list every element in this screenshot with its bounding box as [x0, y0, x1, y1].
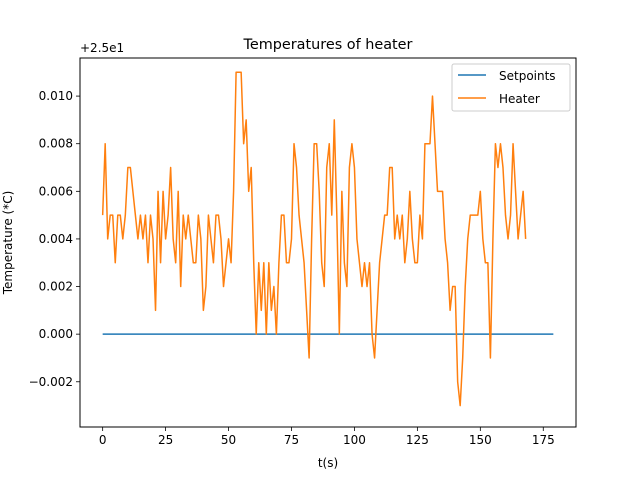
x-tick-label: 75	[284, 433, 299, 447]
x-axis: 0 25 50 75 100 125 150 175	[99, 427, 555, 447]
legend: Setpoints Heater	[451, 63, 571, 112]
y-tick-label: −0.002	[29, 375, 73, 389]
x-tick-label: 125	[406, 433, 429, 447]
series-line-heater	[101, 71, 527, 407]
y-tick-label: 0.000	[39, 327, 73, 341]
legend-label-setpoints: Setpoints	[499, 69, 556, 83]
chart-title: Temperatures of heater	[243, 37, 413, 53]
axes-frame	[79, 57, 577, 428]
y-tick-label: 0.002	[39, 280, 73, 294]
y-axis: −0.002 0.000 0.002 0.004 0.006 0.008 0.010	[29, 89, 80, 389]
y-tick-label: 0.010	[39, 89, 73, 103]
x-tick-label: 25	[158, 433, 173, 447]
plot-area	[101, 71, 554, 407]
legend-label-heater: Heater	[499, 92, 540, 106]
x-tick-label: 0	[99, 433, 107, 447]
x-axis-label: t(s)	[318, 456, 338, 470]
y-tick-label: 0.006	[39, 184, 73, 198]
y-tick-label: 0.004	[39, 232, 73, 246]
x-tick-label: 100	[343, 433, 366, 447]
y-offset-label: +2.5e1	[80, 41, 124, 55]
x-tick-label: 50	[221, 433, 236, 447]
x-tick-label: 150	[469, 433, 492, 447]
y-axis-label: Temperature (*C)	[1, 191, 15, 296]
y-tick-label: 0.008	[39, 137, 73, 151]
x-tick-label: 175	[532, 433, 555, 447]
